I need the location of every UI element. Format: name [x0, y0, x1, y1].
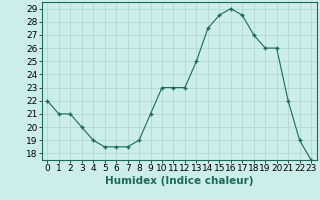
X-axis label: Humidex (Indice chaleur): Humidex (Indice chaleur): [105, 176, 253, 186]
